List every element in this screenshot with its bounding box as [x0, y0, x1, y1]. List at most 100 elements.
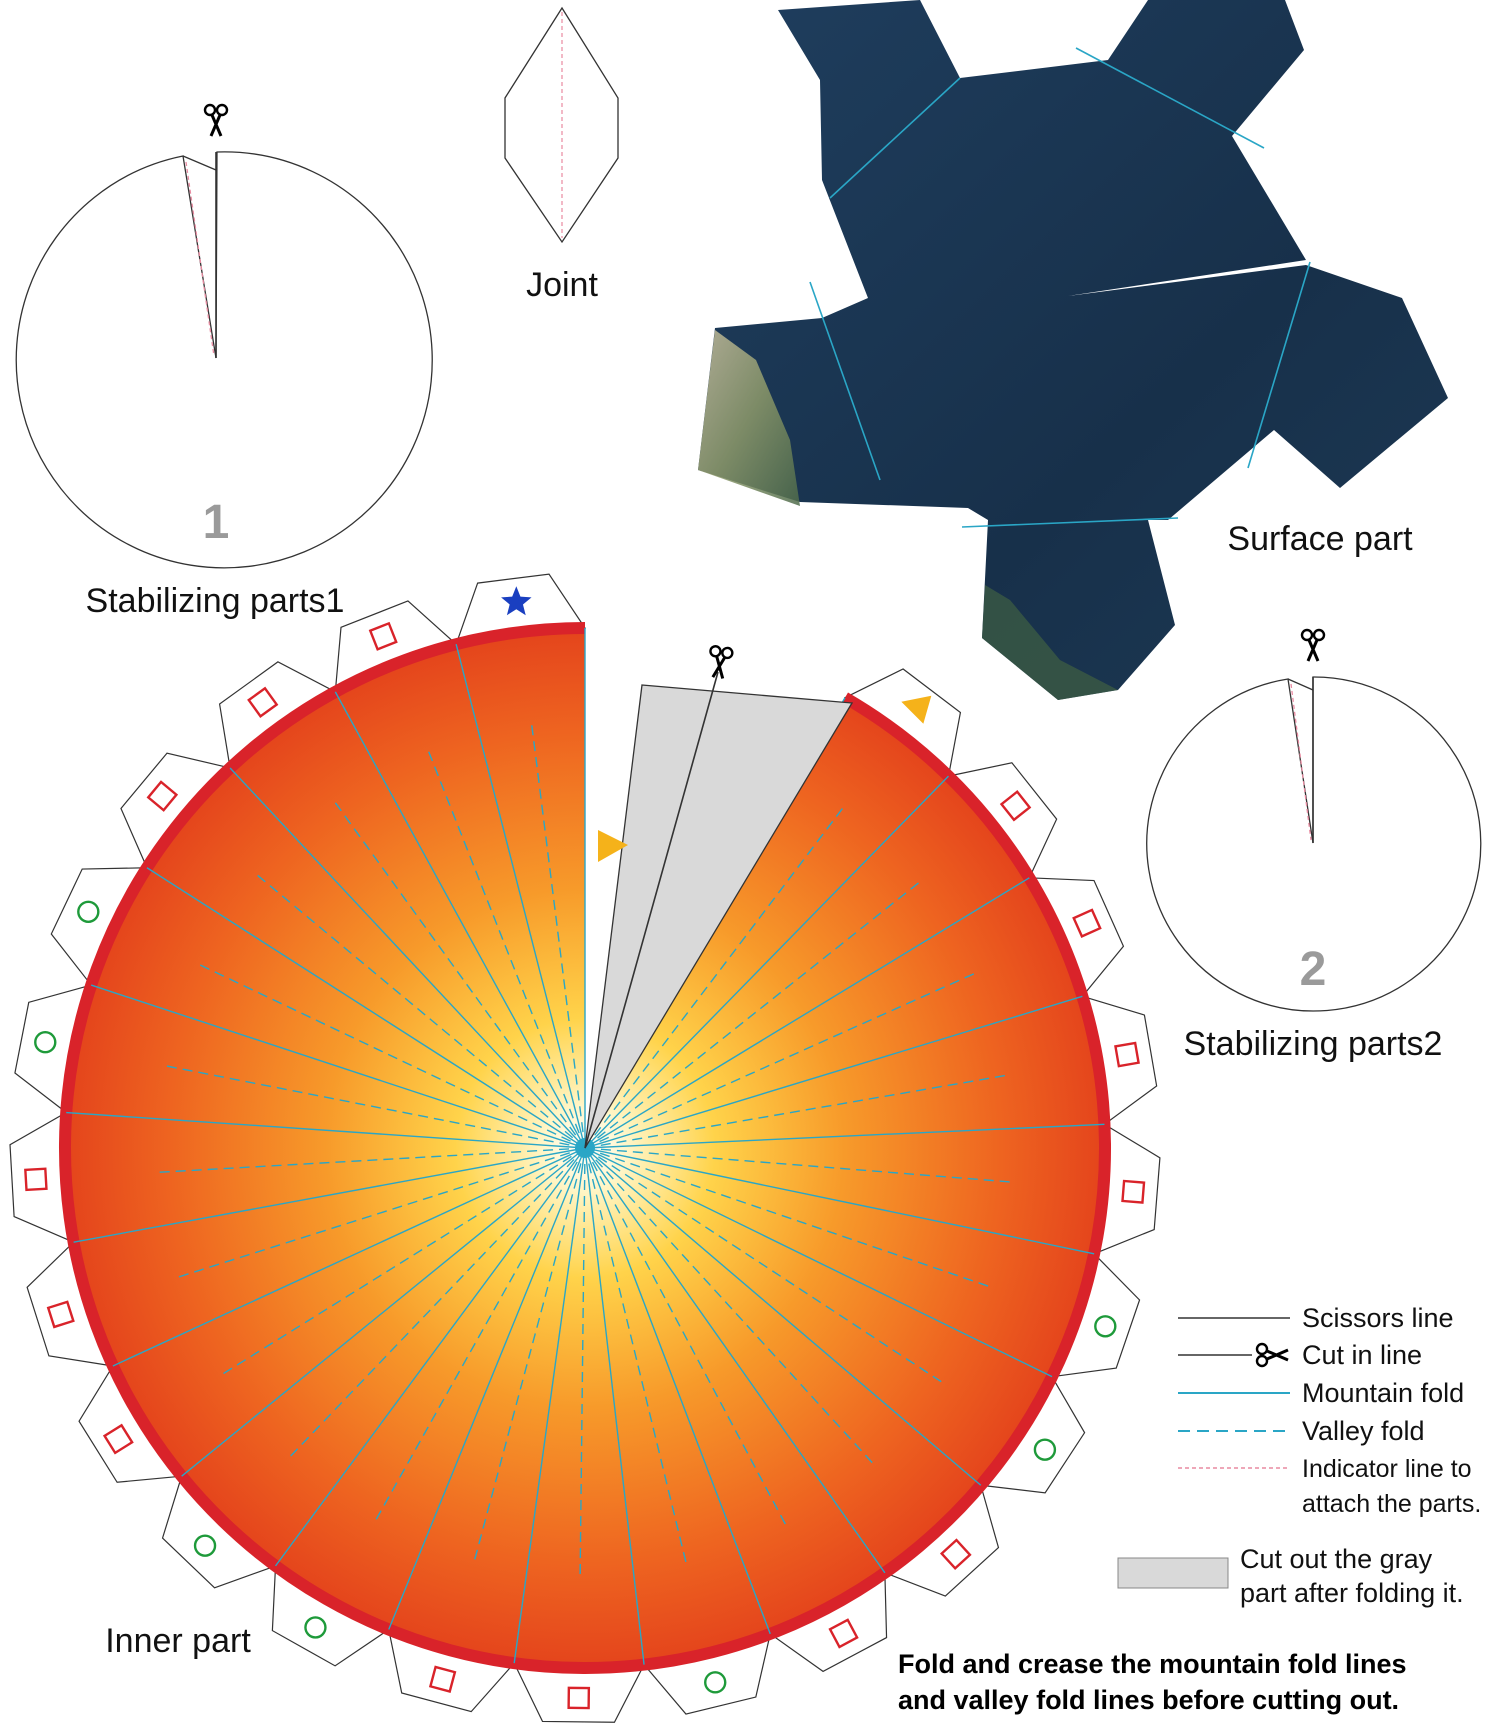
circle-mark — [193, 1534, 217, 1557]
mountain-fold-lines — [809, 47, 1311, 528]
valley-fold-line — [178, 1147, 586, 1278]
square-mark — [1121, 1179, 1146, 1204]
valley-fold-line — [159, 1147, 586, 1173]
circle-mark — [77, 900, 100, 923]
mountain-fold-line — [274, 1147, 586, 1567]
legend-gray-note-2: part after folding it. — [1240, 1578, 1464, 1608]
mountain-fold-line — [584, 1147, 982, 1486]
triangle-mark — [598, 830, 628, 862]
stabilizing-parts-2-label: Stabilizing parts2 — [1184, 1025, 1443, 1063]
mountain-fold-line — [73, 1147, 586, 1243]
valley-fold-line — [584, 1147, 942, 1383]
valley-fold-line — [531, 724, 586, 1149]
mountain-fold-line — [146, 867, 586, 1149]
valley-fold-line — [584, 1147, 687, 1563]
surface-part: Surface part — [698, 0, 1448, 700]
fold-lines — [66, 628, 1105, 1665]
mountain-fold-line — [584, 1123, 1105, 1149]
valley-fold-line — [584, 1074, 1006, 1149]
square-mark — [828, 1618, 859, 1649]
square-mark — [102, 1423, 134, 1455]
square-mark — [939, 1538, 972, 1571]
legend-valley-fold: Valley fold — [1302, 1416, 1425, 1446]
legend-indicator-line-1: Indicator line to — [1302, 1455, 1472, 1483]
mountain-fold-line — [90, 984, 586, 1149]
valley-fold-line — [584, 1147, 873, 1464]
valley-fold-line — [375, 1147, 586, 1521]
circle-mark — [1033, 1438, 1057, 1461]
mountain-fold-line — [334, 691, 586, 1149]
legend: Scissors line Cut in line Mountain fold … — [1117, 1303, 1481, 1608]
stabilizing-parts-1-label: Stabilizing parts1 — [86, 582, 345, 620]
mountain-fold-line — [584, 1147, 645, 1665]
square-mark — [247, 686, 279, 718]
part-number-2: 2 — [1300, 943, 1327, 996]
inner-part — [9, 573, 1161, 1723]
square-mark — [146, 780, 179, 812]
scissors-icon — [1255, 1342, 1290, 1368]
part-number-1: 1 — [203, 496, 230, 549]
cut-in-line — [584, 671, 719, 1149]
square-mark — [567, 1686, 591, 1710]
mountain-fold-line — [584, 1147, 1053, 1378]
circle-mark — [1094, 1315, 1117, 1338]
valley-fold-line — [584, 973, 975, 1149]
valley-fold-line — [427, 751, 586, 1149]
legend-cut-in-line: Cut in line — [1302, 1340, 1422, 1370]
mountain-fold-line — [455, 644, 586, 1149]
legend-indicator-line-2: attach the parts. — [1302, 1490, 1481, 1518]
inner-part-label: Inner part — [105, 1622, 251, 1660]
valley-fold-line — [199, 964, 586, 1149]
mountain-fold-line — [584, 995, 1083, 1149]
circle-mark — [704, 1671, 727, 1694]
mountain-fold-line — [513, 1147, 586, 1664]
mountain-fold-line — [181, 1147, 586, 1477]
valley-fold-line — [584, 1147, 787, 1525]
valley-fold-line — [256, 874, 586, 1149]
square-mark — [1072, 908, 1102, 938]
circle-mark — [34, 1031, 57, 1054]
mountain-fold-line — [388, 1147, 586, 1630]
valley-fold-line — [166, 1065, 586, 1149]
mountain-fold-line — [229, 767, 586, 1149]
valley-fold-line — [222, 1147, 586, 1375]
mountain-fold-line — [584, 877, 1030, 1149]
legend-scissors-line: Scissors line — [1302, 1303, 1454, 1333]
tab-marks — [24, 586, 1146, 1710]
mountain-fold-line — [66, 1111, 586, 1149]
valley-fold-line — [334, 802, 586, 1149]
scissors-icon — [705, 644, 735, 681]
instruction-line-2: and valley fold lines before cutting out… — [898, 1685, 1399, 1715]
mountain-fold-line — [584, 1147, 771, 1635]
scissors-icon — [1300, 628, 1326, 663]
stabilizing-part-1 — [15, 103, 433, 569]
joint-part — [504, 6, 619, 244]
square-mark — [999, 790, 1032, 822]
mountain-fold-line — [584, 1147, 886, 1574]
triangle-mark — [901, 695, 932, 724]
gray-part — [584, 684, 854, 1149]
valley-fold-line — [584, 1147, 989, 1287]
mountain-fold-line — [584, 775, 949, 1149]
valley-fold-line — [584, 1147, 1011, 1183]
square-mark — [24, 1167, 48, 1192]
indicator-line — [185, 161, 215, 357]
legend-mountain-fold: Mountain fold — [1302, 1378, 1464, 1408]
star-mark — [501, 586, 532, 616]
stabilizing-part-2 — [1146, 628, 1482, 1012]
valley-fold-line — [584, 882, 920, 1149]
mountain-fold-line — [112, 1147, 586, 1367]
valley-fold-line — [473, 1147, 586, 1561]
square-mark — [368, 621, 398, 651]
inner-rim — [59, 622, 1111, 1674]
scissors-icon — [203, 103, 229, 138]
legend-gray-swatch — [1117, 1557, 1229, 1589]
mountain-fold-line — [584, 1147, 1095, 1255]
joint-label: Joint — [526, 266, 598, 304]
surface-part-label: Surface part — [1227, 520, 1413, 558]
valley-fold-line — [579, 1147, 586, 1575]
square-mark — [1114, 1041, 1140, 1068]
instruction-line-1: Fold and crease the mountain fold lines — [898, 1649, 1407, 1679]
square-mark — [46, 1300, 75, 1329]
